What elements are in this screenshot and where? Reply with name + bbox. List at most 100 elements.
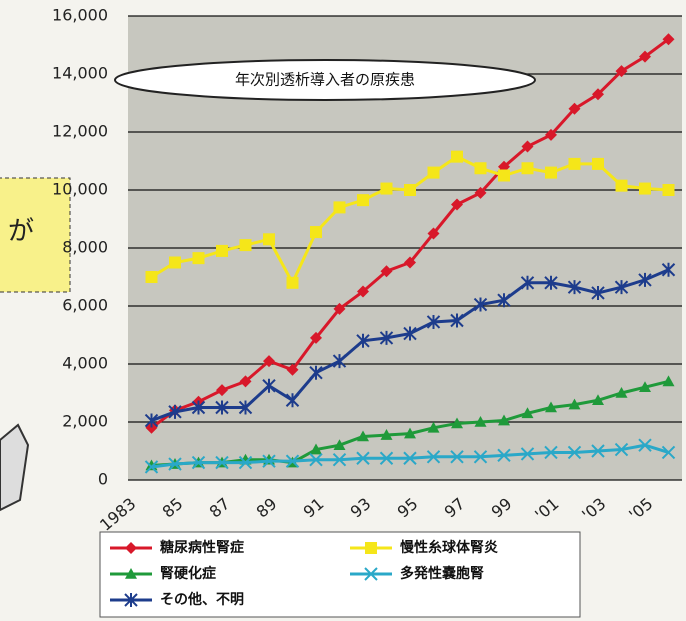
marker (310, 331, 322, 344)
y-tick-label: 14,000 (52, 64, 108, 83)
marker (567, 445, 582, 460)
marker (568, 157, 581, 170)
y-tick-label: 10,000 (52, 180, 108, 199)
x-tick-label: 1983 (96, 494, 139, 535)
marker (309, 452, 323, 467)
x-tick-label: '03 (578, 494, 609, 524)
marker (521, 407, 534, 419)
marker (332, 354, 347, 369)
marker (380, 429, 393, 440)
marker (638, 438, 652, 452)
marker (474, 162, 487, 175)
marker (262, 454, 276, 468)
legend-label: 慢性糸球体腎炎 (400, 539, 498, 556)
marker (403, 451, 417, 465)
marker (192, 252, 205, 265)
marker (333, 201, 346, 214)
legend (99, 531, 581, 618)
marker (238, 455, 253, 470)
marker (592, 157, 604, 170)
side-note-box (0, 177, 71, 293)
marker (497, 293, 511, 308)
marker (545, 128, 557, 141)
marker (379, 451, 394, 465)
marker (404, 256, 416, 269)
marker (661, 445, 676, 460)
marker (614, 280, 629, 295)
legend-label: 多発性嚢胞腎 (400, 565, 484, 582)
marker (639, 50, 651, 63)
marker (404, 184, 416, 196)
marker (239, 375, 252, 388)
marker (520, 275, 535, 290)
marker (380, 265, 393, 278)
legend-label: 腎硬化症 (160, 565, 216, 582)
marker (474, 416, 487, 427)
x-tick-label: '05 (625, 494, 656, 524)
marker (216, 384, 228, 397)
marker (357, 430, 369, 442)
y-tick-label: 8,000 (62, 238, 108, 257)
marker (592, 394, 604, 406)
marker (521, 140, 534, 153)
marker (380, 182, 393, 195)
marker (615, 179, 628, 192)
decoration (0, 423, 30, 512)
marker (639, 182, 651, 195)
marker (474, 186, 487, 199)
marker (662, 184, 675, 196)
x-tick-label: 93 (347, 494, 375, 522)
marker (125, 542, 137, 554)
marker (568, 398, 581, 410)
marker (310, 226, 322, 239)
x-tick-label: 91 (300, 494, 328, 522)
marker (310, 443, 322, 455)
x-tick-label: 97 (441, 494, 469, 522)
y-tick-label: 12,000 (52, 122, 108, 141)
marker (544, 275, 558, 290)
marker (638, 272, 652, 287)
legend-label: 糖尿病性腎症 (160, 539, 244, 556)
y-tick-label: 4,000 (62, 354, 108, 373)
marker (239, 239, 252, 252)
marker (168, 404, 182, 419)
marker (545, 166, 557, 179)
x-tick-label: 89 (253, 494, 281, 522)
marker (216, 244, 228, 257)
marker (426, 314, 441, 329)
marker (333, 302, 346, 315)
marker (592, 88, 604, 101)
marker (473, 450, 488, 464)
marker (365, 542, 377, 554)
marker (262, 378, 276, 393)
legend-label: その他、不明 (160, 591, 244, 608)
marker (662, 33, 675, 46)
marker (450, 313, 464, 328)
marker (286, 276, 299, 289)
marker (661, 262, 676, 277)
marker (286, 363, 299, 376)
marker (357, 194, 369, 207)
y-tick-label: 16,000 (52, 6, 108, 25)
marker (364, 567, 378, 581)
marker (591, 285, 605, 300)
marker (591, 444, 605, 458)
title-ellipse (114, 59, 536, 101)
marker (662, 375, 675, 387)
marker (615, 65, 628, 78)
marker (614, 442, 629, 457)
marker (357, 285, 369, 298)
chart-title: 年次別透析導入者の原疾患 (235, 71, 415, 89)
marker (168, 457, 182, 471)
marker (451, 198, 463, 211)
marker (125, 568, 137, 579)
marker (356, 333, 370, 348)
marker (285, 393, 300, 408)
marker (333, 439, 346, 450)
marker (124, 593, 138, 607)
marker (450, 450, 464, 464)
marker (215, 455, 229, 470)
marker (144, 413, 159, 428)
marker (263, 355, 275, 368)
marker (545, 401, 557, 413)
